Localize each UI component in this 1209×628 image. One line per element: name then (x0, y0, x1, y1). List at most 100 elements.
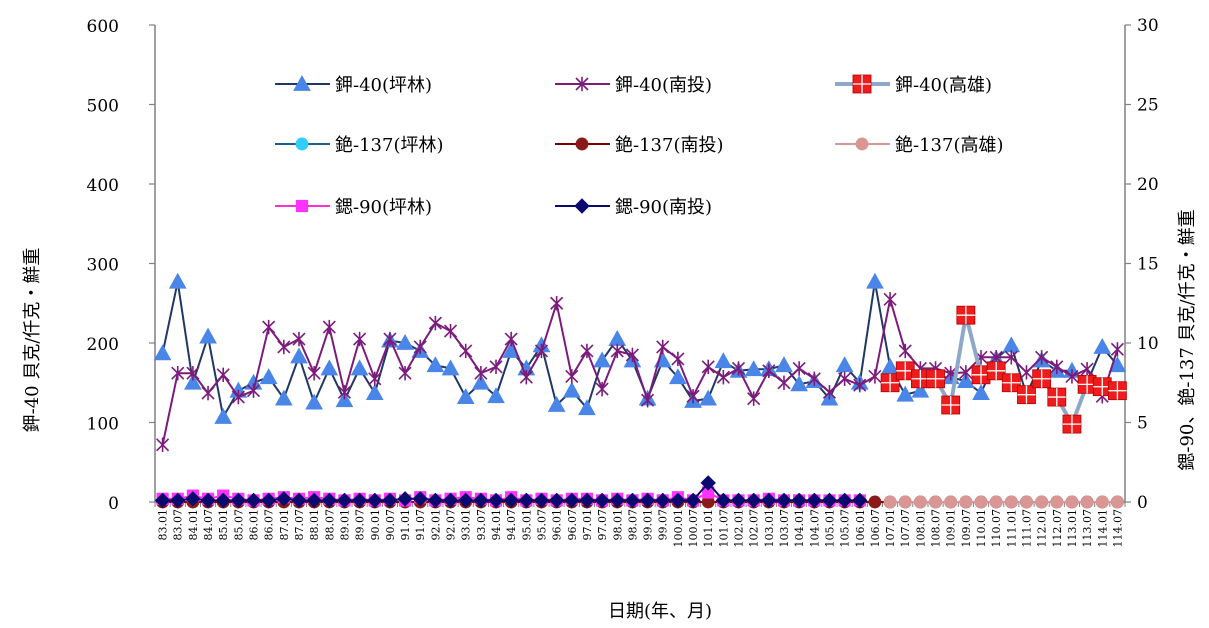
data-point (290, 347, 308, 364)
legend-item: 鍶-90(坪林) (275, 197, 432, 218)
data-point (199, 327, 217, 344)
data-point (625, 347, 639, 363)
data-point (398, 366, 412, 381)
x-tick-label: 109.01 (945, 509, 958, 548)
x-tick-label: 102.01 (733, 509, 746, 548)
legend-label: 銫-137(坪林) (335, 135, 443, 156)
x-tick-label: 104.07 (808, 509, 821, 548)
data-point (866, 272, 884, 289)
data-point (292, 331, 306, 347)
data-point (1004, 350, 1018, 365)
data-point (655, 492, 671, 509)
data-point (443, 323, 458, 339)
data-point (200, 492, 216, 509)
data-point (426, 356, 445, 373)
data-point (320, 359, 339, 376)
data-point (1065, 369, 1079, 384)
data-point (579, 492, 595, 509)
legend-marker (575, 137, 589, 151)
x-tick-label: 92.01 (429, 509, 442, 541)
x-tick-label: 84.07 (202, 509, 215, 541)
data-point (277, 339, 291, 355)
data-point (639, 492, 656, 509)
data-point (929, 495, 942, 509)
legend-marker (295, 199, 309, 213)
data-point (382, 492, 398, 509)
data-point (565, 369, 579, 384)
data-point (350, 359, 369, 376)
data-point (322, 319, 336, 335)
data-point (383, 331, 397, 347)
data-point (186, 366, 200, 381)
data-point (685, 492, 701, 509)
data-point (716, 369, 730, 385)
legend-marker (855, 137, 869, 151)
data-point (868, 369, 882, 384)
x-tick-label: 96.01 (551, 509, 564, 541)
data-point (792, 361, 806, 376)
x-tick-label: 86.07 (263, 509, 276, 541)
data-point (504, 331, 518, 347)
x-tick-label: 112.07 (1051, 509, 1064, 548)
data-point (548, 492, 565, 509)
data-point (230, 492, 247, 509)
data-point (731, 361, 746, 376)
data-point (700, 475, 716, 491)
data-point (593, 351, 611, 368)
x-tick-label: 90.07 (384, 509, 397, 541)
data-point (456, 388, 475, 404)
series-layer (153, 272, 1127, 509)
data-point (775, 356, 793, 373)
data-point (580, 343, 594, 359)
data-point (365, 384, 384, 400)
x-tick-label: 110.01 (975, 509, 988, 548)
data-point (744, 360, 763, 377)
data-point (442, 492, 459, 509)
x-tick-label: 97.01 (581, 509, 594, 541)
x-tick-label: 85.01 (217, 509, 230, 541)
data-point (714, 352, 733, 369)
data-point (959, 365, 973, 380)
data-point (881, 357, 899, 374)
data-point (1020, 495, 1033, 509)
data-point (168, 272, 187, 289)
data-point (231, 389, 245, 405)
legend-label: 銫-137(高雄) (895, 135, 1003, 156)
data-point (883, 495, 897, 509)
x-tick-label: 102.07 (748, 509, 761, 548)
x-tick-label: 103.01 (763, 509, 776, 548)
data-point (274, 389, 293, 406)
data-point (883, 292, 897, 307)
x-tick-label: 83.07 (172, 509, 185, 541)
data-point (259, 368, 278, 385)
data-point (957, 372, 975, 389)
data-point (351, 492, 368, 509)
data-point (1093, 337, 1112, 354)
legend-label: 鉀-40(高雄) (895, 75, 992, 96)
data-point (427, 492, 444, 509)
data-point (1019, 365, 1034, 380)
data-point (609, 492, 625, 509)
x-tick-label: 103.07 (778, 509, 791, 548)
x-tick-label: 99.07 (657, 509, 670, 541)
x-tick-label: 100.07 (687, 509, 700, 548)
data-point (701, 359, 715, 375)
data-point (519, 369, 533, 385)
data-point (730, 492, 747, 509)
x-tick-label: 101.07 (717, 509, 730, 548)
data-point (306, 492, 322, 509)
data-point (184, 373, 202, 390)
data-point (790, 375, 808, 392)
data-point (1080, 362, 1094, 377)
data-point (1035, 495, 1049, 509)
data-point (474, 366, 488, 381)
data-point (336, 492, 353, 509)
legend-item: 銫-137(高雄) (835, 135, 1003, 156)
data-point (624, 492, 641, 509)
x-tick-label: 108.07 (930, 509, 943, 548)
data-point (412, 491, 428, 507)
data-point (305, 393, 323, 410)
y-tick-label-left: 600 (87, 17, 119, 37)
data-point (1004, 495, 1018, 509)
x-tick-label: 90.01 (369, 509, 382, 541)
